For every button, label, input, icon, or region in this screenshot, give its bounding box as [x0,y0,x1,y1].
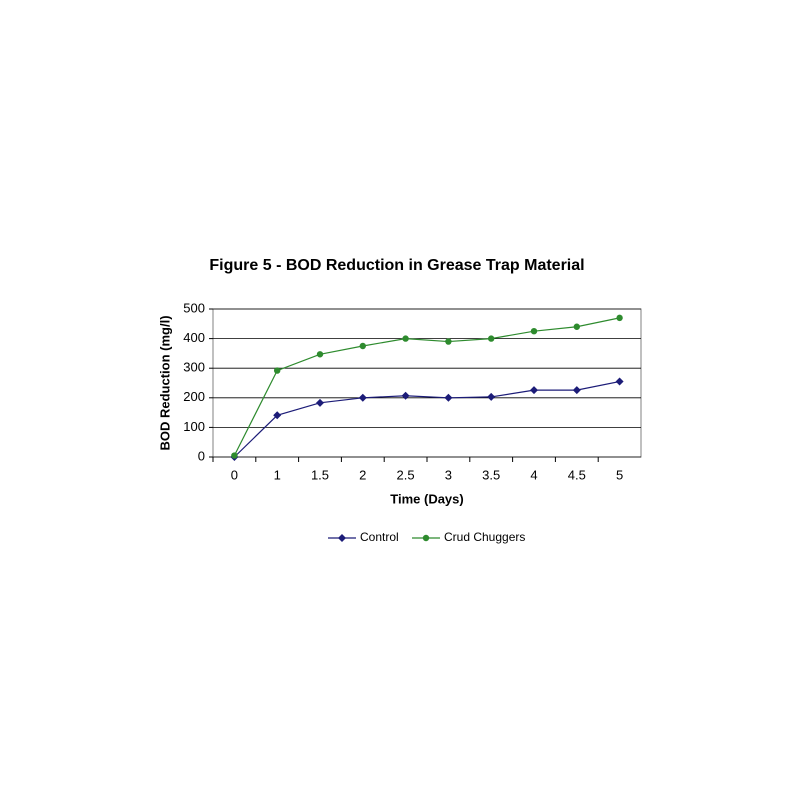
x-tick-label: 1 [274,467,281,482]
circle-marker [445,338,452,345]
diamond-marker [615,377,624,386]
diamond-marker [316,398,324,407]
diamond-marker [572,386,581,395]
x-tick-label: 3.5 [482,467,500,482]
legend-label: Crud Chuggers [444,530,525,544]
circle-marker [530,328,538,335]
diamond-marker [273,411,282,420]
y-tick-label: 400 [183,330,205,345]
diamond-marker [444,393,453,402]
x-tick-label: 3 [445,467,452,482]
x-tick-label: 4 [530,467,537,482]
y-axis-label: BOD Reduction (mg/l) [157,315,172,450]
y-tick-label: 100 [183,419,205,434]
circle-marker [573,323,580,330]
plot-area [212,308,642,458]
x-tick-label: 0 [231,467,238,482]
y-tick-label: 500 [183,300,205,315]
diamond-marker [530,386,538,395]
legend-label: Control [360,530,399,544]
x-tick-label: 5 [616,467,623,482]
circle-marker [488,335,495,342]
chart-title: Figure 5 - BOD Reduction in Grease Trap … [209,257,584,274]
diamond-marker [401,391,410,400]
circle-marker [274,367,281,374]
x-tick-label: 2.5 [397,467,415,482]
x-axis-label: Time (Days) [390,491,463,506]
legend-marker [422,534,430,542]
circle-marker [231,452,238,459]
y-tick-label: 300 [183,360,205,375]
diamond-marker [358,393,367,402]
circle-marker [616,314,623,322]
series-line [233,380,620,458]
y-tick-label: 0 [198,448,205,463]
x-tick-label: 1.5 [311,467,329,482]
legend-marker [338,534,346,542]
diamond-marker [487,392,496,401]
circle-marker [359,342,366,350]
x-tick-label: 4.5 [568,467,586,482]
y-tick-label: 200 [183,389,205,404]
series-line [233,317,620,456]
circle-marker [316,351,324,358]
circle-marker [402,335,409,342]
x-tick-label: 2 [359,467,366,482]
